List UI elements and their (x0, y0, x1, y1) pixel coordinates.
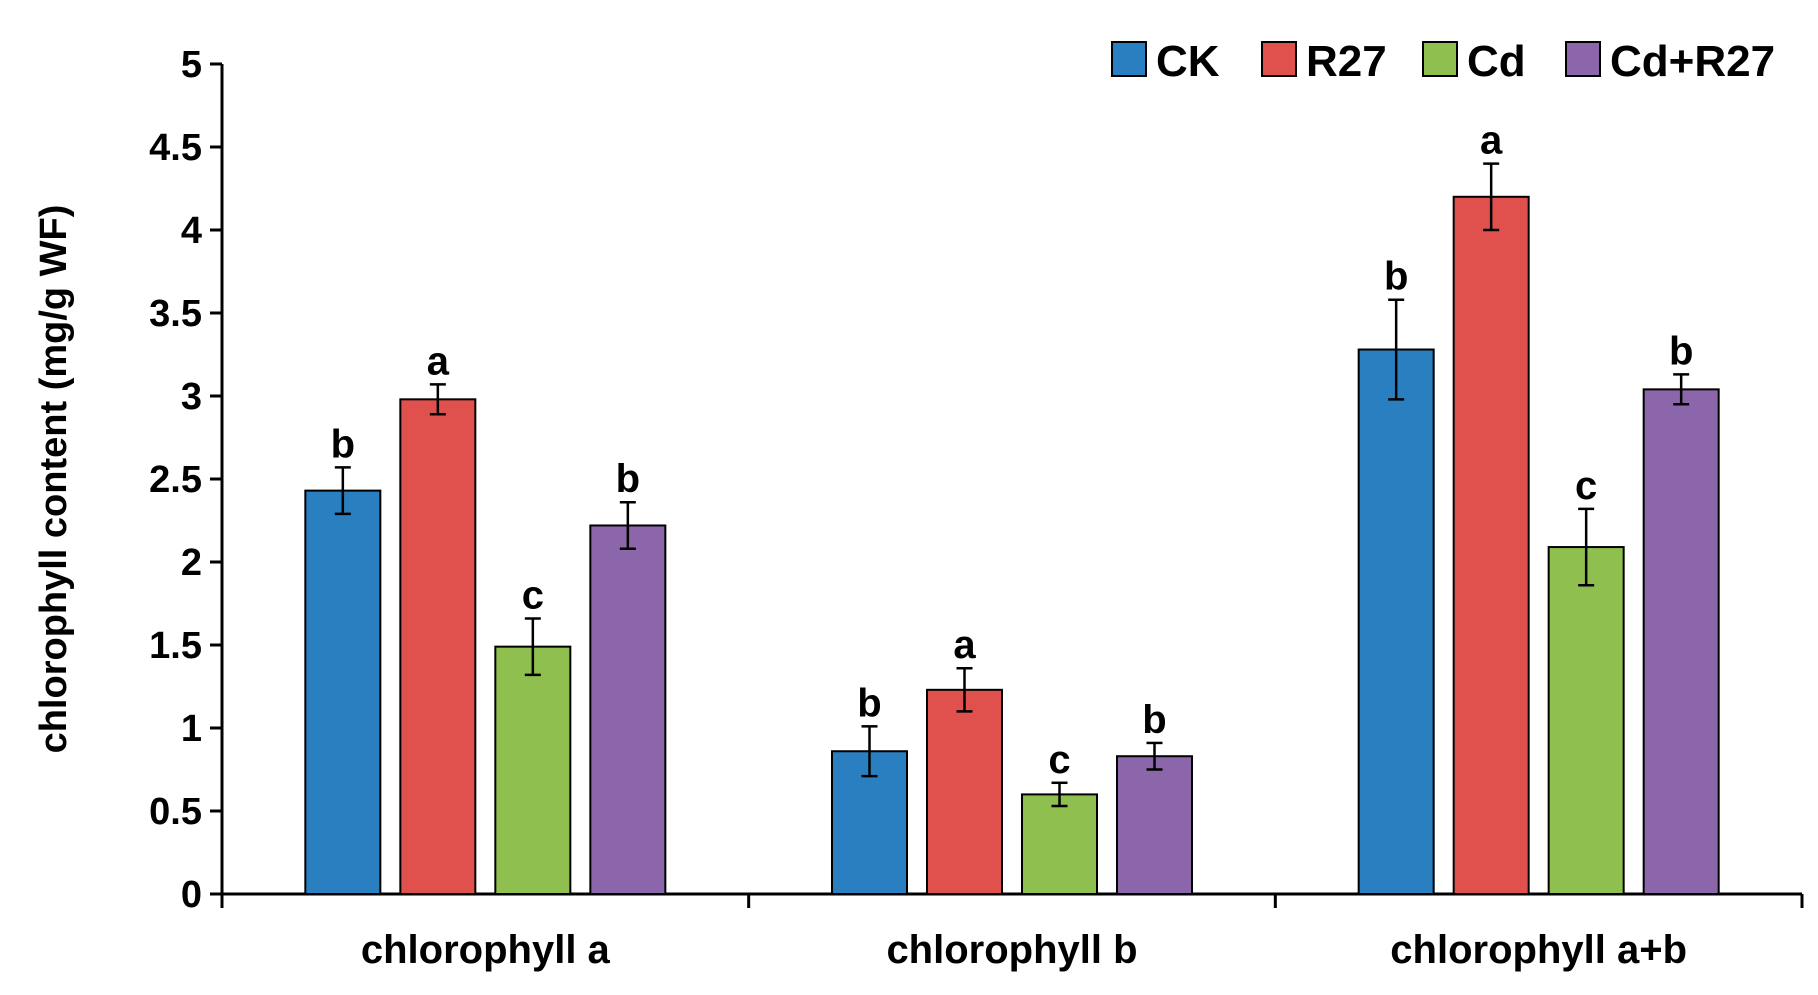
bars-layer (304, 162, 1720, 896)
y-tick-label: 2 (181, 542, 202, 584)
bar (1357, 348, 1435, 895)
significance-letter: b (331, 422, 355, 466)
significance-letter: a (953, 623, 976, 667)
legend: CK R27 Cd Cd+R27 (1111, 37, 1775, 86)
labels-layer: 0 0.5 1 1.5 2 2.5 3 3.5 4 4.5 5 chlorophyll a chloro… (33, 44, 1693, 972)
y-tick-label: 0.5 (149, 791, 202, 833)
bar (399, 398, 477, 895)
significance-letter: a (1480, 119, 1503, 163)
legend-swatch (1111, 41, 1147, 77)
bar (1021, 793, 1098, 896)
y-tick-label: 0 (181, 874, 202, 916)
y-axis-title: chlorophyll content (mg/g WF) (33, 205, 75, 754)
y-tick-label: 1 (181, 708, 202, 750)
y-tick-label: 3 (181, 376, 202, 418)
y-tick-label: 1.5 (149, 625, 202, 667)
y-tick-label: 5 (181, 44, 202, 86)
legend-swatch (1261, 41, 1297, 77)
legend-label: Cd+R27 (1610, 37, 1775, 86)
y-tick-label: 2.5 (149, 459, 202, 501)
significance-letter: a (427, 339, 450, 383)
legend-swatch (1422, 41, 1458, 77)
significance-letter: b (857, 681, 881, 725)
bar (589, 524, 667, 895)
legend-label: CK (1156, 37, 1220, 86)
bar (1452, 195, 1530, 896)
significance-letter: c (1048, 738, 1070, 782)
x-category-label: chlorophyll b (886, 928, 1137, 972)
significance-letter: c (1575, 464, 1597, 508)
significance-letter: b (616, 457, 640, 501)
significance-letter: b (1142, 698, 1166, 742)
bar (494, 645, 572, 895)
bar (1642, 388, 1720, 895)
bar (304, 489, 382, 895)
bar (1116, 755, 1193, 895)
axes-layer (210, 62, 1804, 908)
significance-letter: c (522, 573, 544, 617)
bar (926, 688, 1003, 895)
x-category-label: chlorophyll a+b (1390, 928, 1687, 972)
y-tick-label: 4 (181, 210, 202, 252)
y-tick-label: 3.5 (149, 293, 202, 335)
significance-letter: b (1669, 329, 1693, 373)
bar (1547, 546, 1625, 895)
legend-label: Cd (1467, 37, 1526, 86)
legend-label: R27 (1306, 37, 1387, 86)
x-category-label: chlorophyll a (361, 928, 611, 972)
legend-swatch (1565, 41, 1601, 77)
significance-letter: b (1384, 255, 1408, 299)
y-tick-label: 4.5 (149, 127, 202, 169)
